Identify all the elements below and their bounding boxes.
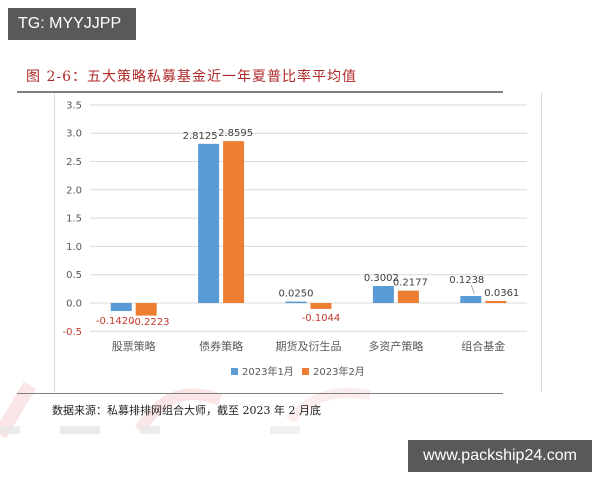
- watermark-badge-top: TG: MYYJJPP: [8, 8, 136, 40]
- x-category-label: 股票策略: [112, 339, 156, 353]
- top-rule: [17, 91, 503, 93]
- bar-feb: [485, 300, 507, 303]
- x-category-label: 债券策略: [199, 339, 243, 353]
- legend-swatch-feb: [302, 368, 309, 375]
- watermark-badge-bottom: www.packship24.com: [408, 440, 592, 472]
- y-tick-label: 2.0: [66, 185, 82, 196]
- bar-jan: [110, 303, 132, 312]
- label-leader-line: [470, 284, 475, 295]
- bar-jan: [372, 286, 394, 303]
- x-category-label: 期货及衍生品: [276, 339, 342, 353]
- y-tick-label: 3.0: [66, 129, 82, 140]
- data-label: 0.2177: [393, 278, 428, 289]
- y-tick-label: -0.5: [62, 327, 82, 338]
- data-labels: -0.1420-0.2223 2.8125 2.8595 0.0250 -0.1044 0…: [96, 128, 519, 328]
- data-label: 0.1238: [449, 275, 484, 286]
- data-label: 2.8595: [218, 128, 253, 139]
- bar-feb: [223, 141, 245, 303]
- data-label: 0.3002: [364, 273, 399, 284]
- bar-feb: [310, 303, 332, 309]
- data-label: 0.0361: [484, 288, 519, 299]
- chart-frame: [54, 93, 542, 392]
- bar-feb: [135, 303, 157, 316]
- bar-jan: [460, 295, 482, 303]
- y-tick-label: 1.0: [66, 242, 82, 253]
- faded-text-strip: [0, 426, 360, 434]
- bar-feb: [397, 290, 419, 303]
- data-label: 0.0250: [279, 289, 314, 300]
- x-axis-categories: 股票策略 债券策略 期货及衍生品 多资产策略 组合基金: [112, 339, 506, 353]
- gridlines: [90, 104, 527, 332]
- legend-label-feb: 2023年2月: [313, 365, 365, 378]
- legend: 2023年1月 2023年2月: [231, 365, 365, 378]
- bottom-rule: [17, 393, 503, 394]
- legend-swatch-jan: [231, 368, 238, 375]
- legend-label-jan: 2023年1月: [242, 365, 294, 378]
- data-label: 2.8125: [183, 131, 218, 142]
- y-tick-label: 3.5: [66, 100, 82, 111]
- y-tick-label: 2.5: [66, 157, 82, 168]
- data-label: -0.1420: [96, 316, 135, 327]
- bar-jan: [198, 143, 220, 303]
- figure-title: 图 2-6：五大策略私募基金近一年夏普比率平均值: [26, 69, 357, 85]
- data-source-note: 数据来源：私募排排网组合大师，截至 2023 年 2 月底: [52, 404, 321, 417]
- bar-chart: 3.5 3.0 2.5 2.0 1.5 1.0 0.5 0.0 -0.5 -0.1420-0.2…: [62, 100, 527, 378]
- y-tick-label: 0.0: [66, 299, 82, 310]
- data-label: -0.1044: [302, 313, 341, 324]
- bar-jan: [285, 301, 307, 304]
- x-category-label: 多资产策略: [368, 339, 423, 353]
- bars: [110, 141, 507, 316]
- y-tick-label: 1.5: [66, 214, 82, 225]
- y-tick-label: 0.5: [66, 270, 82, 281]
- x-category-label: 组合基金: [461, 339, 505, 353]
- y-axis-ticks: 3.5 3.0 2.5 2.0 1.5 1.0 0.5 0.0 -0.5: [62, 100, 82, 337]
- data-label: -0.2223: [131, 317, 170, 328]
